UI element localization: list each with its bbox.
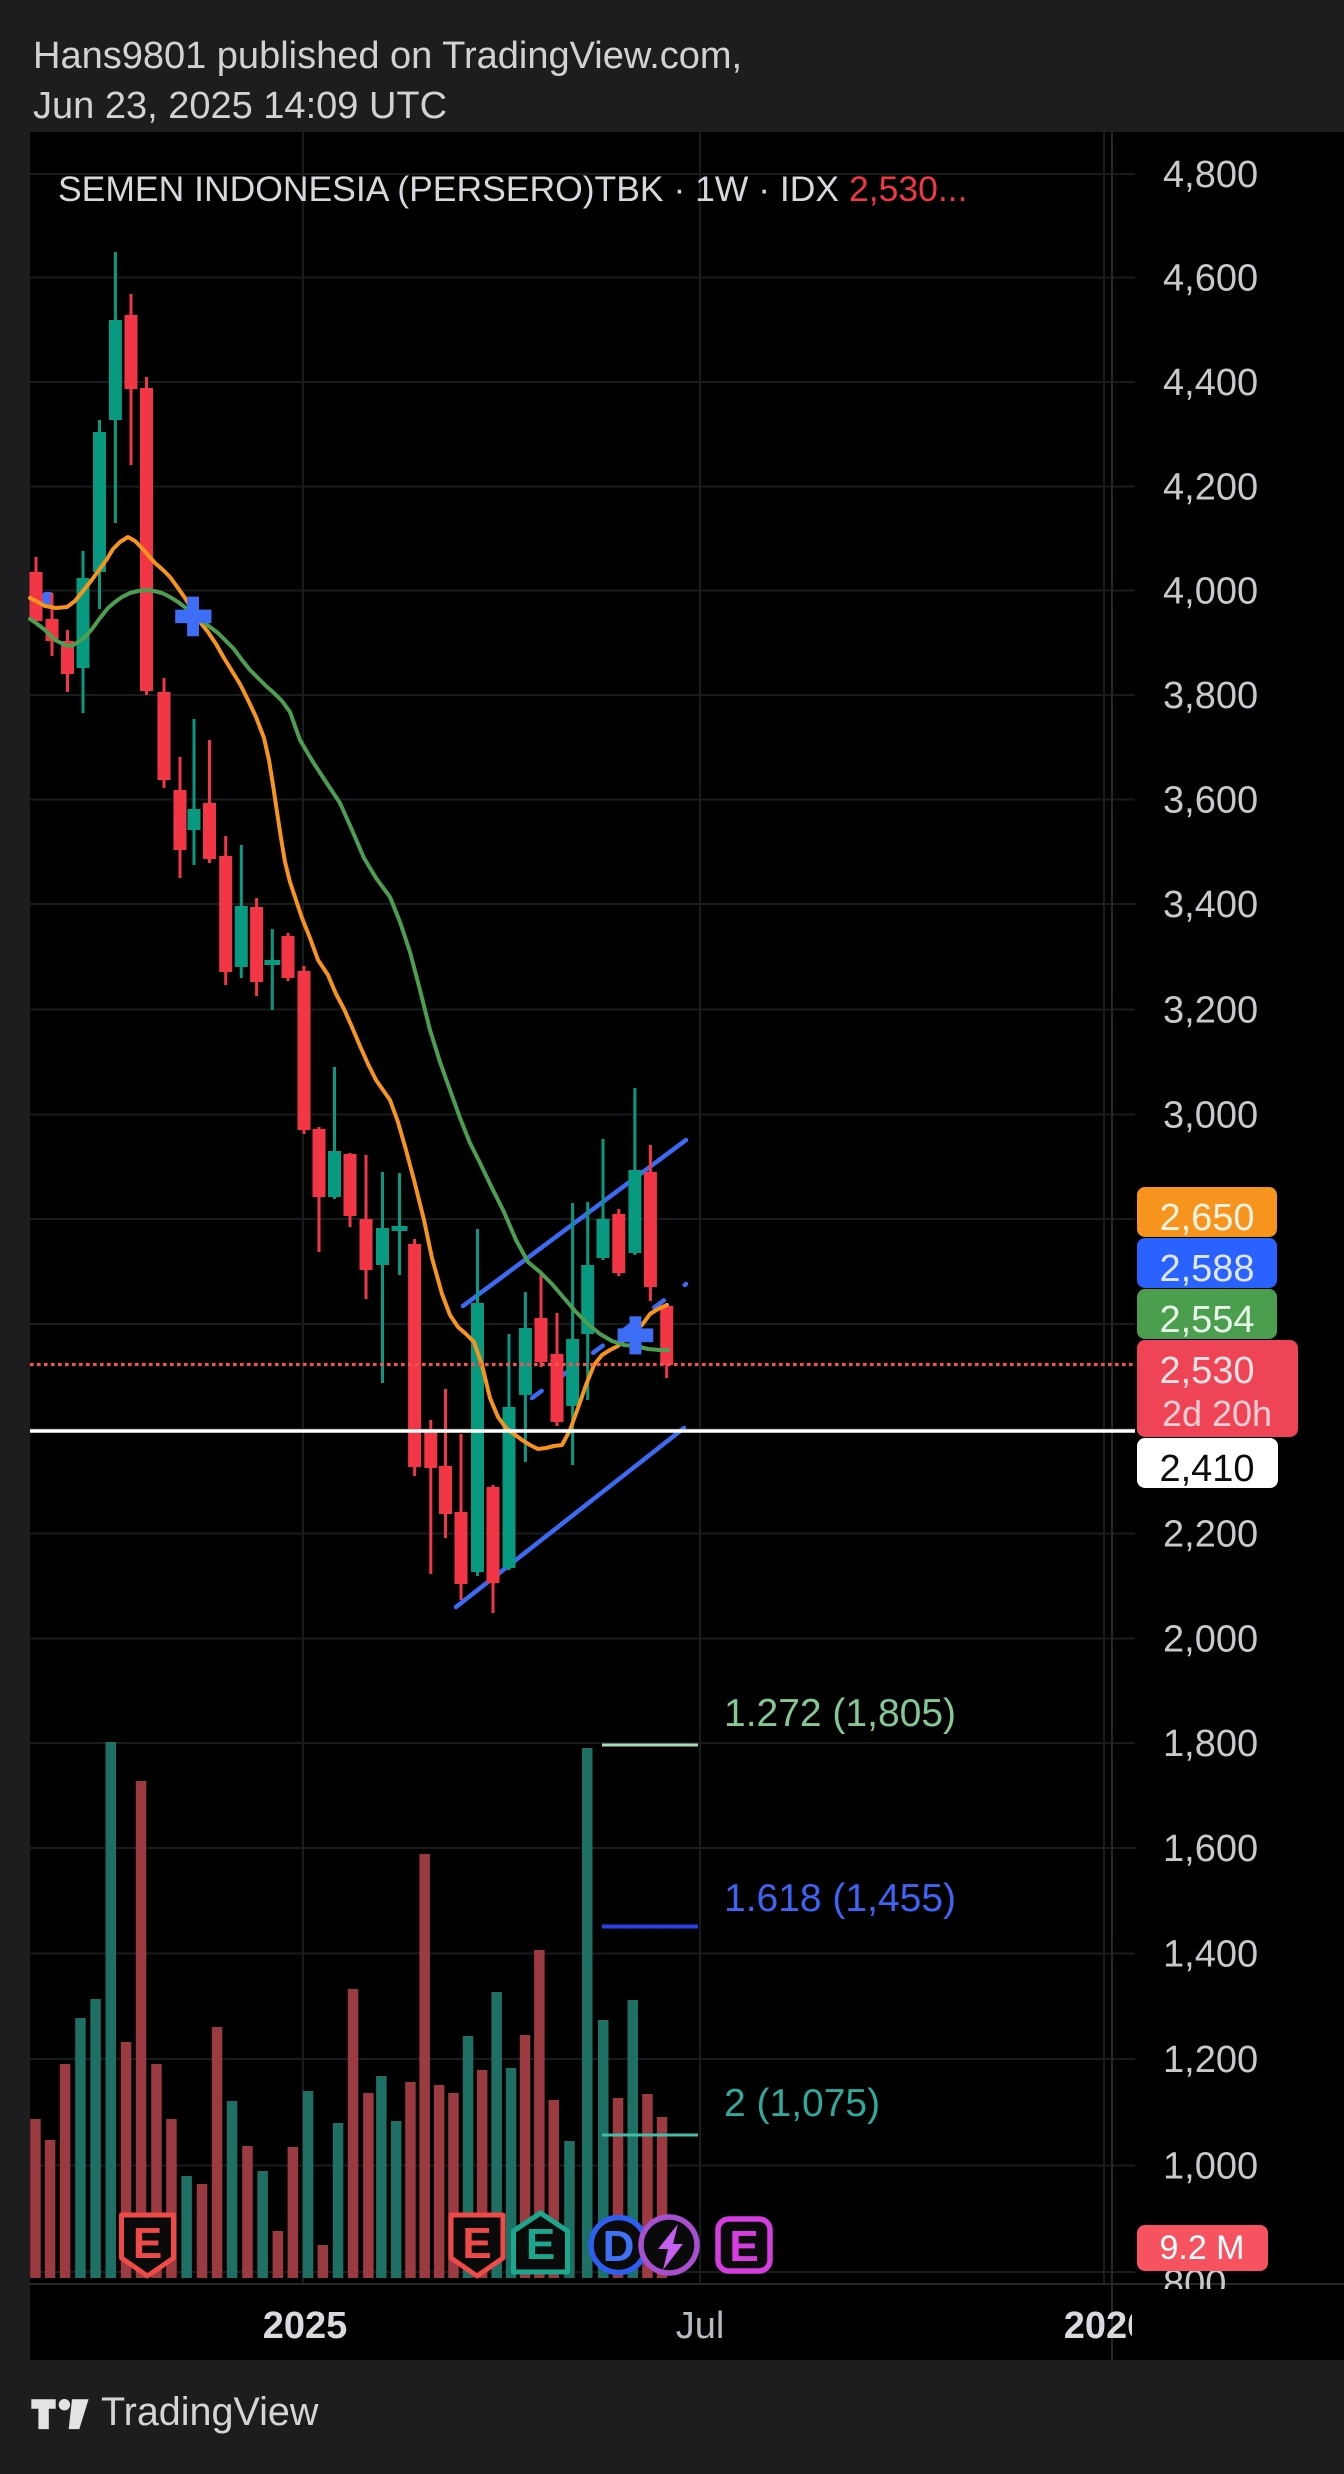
svg-text:1,000: 1,000 [1163, 2146, 1258, 2188]
svg-text:D: D [603, 2222, 635, 2271]
svg-text:2,530: 2,530 [1159, 1350, 1254, 1392]
svg-text:Jul: Jul [676, 2305, 725, 2347]
svg-text:TradingView: TradingView [101, 2390, 319, 2434]
svg-text:1,400: 1,400 [1163, 1934, 1258, 1976]
svg-text:E: E [526, 2220, 555, 2269]
svg-text:3,600: 3,600 [1163, 780, 1258, 822]
svg-text:E: E [133, 2219, 162, 2268]
svg-text:4,400: 4,400 [1163, 362, 1258, 404]
svg-text:3,400: 3,400 [1163, 884, 1258, 926]
svg-text:2 (1,075): 2 (1,075) [724, 2082, 880, 2125]
svg-text:3,000: 3,000 [1163, 1095, 1258, 1137]
svg-text:E: E [462, 2219, 491, 2268]
svg-text:2,554: 2,554 [1159, 1299, 1254, 1341]
svg-text:2,530...: 2,530... [849, 169, 967, 209]
svg-text:E: E [729, 2222, 758, 2271]
svg-text:1,200: 1,200 [1163, 2039, 1258, 2081]
svg-text:2,000: 2,000 [1163, 1619, 1258, 1661]
svg-text:Jun 23, 2025 14:09 UTC: Jun 23, 2025 14:09 UTC [33, 85, 447, 127]
svg-text:1.272 (1,805): 1.272 (1,805) [724, 1692, 956, 1735]
svg-text:2,650: 2,650 [1159, 1197, 1254, 1239]
svg-text:3,200: 3,200 [1163, 990, 1258, 1032]
svg-text:4,000: 4,000 [1163, 571, 1258, 613]
svg-text:3,800: 3,800 [1163, 675, 1258, 717]
svg-text:9.2 M: 9.2 M [1159, 2229, 1244, 2267]
svg-text:4,200: 4,200 [1163, 467, 1258, 509]
svg-text:1.618 (1,455): 1.618 (1,455) [724, 1877, 956, 1920]
svg-text:1,800: 1,800 [1163, 1723, 1258, 1765]
svg-text:4,800: 4,800 [1163, 154, 1258, 196]
svg-text:2025: 2025 [263, 2305, 348, 2347]
svg-text:Hans9801 published on TradingV: Hans9801 published on TradingView.com, [33, 35, 742, 77]
svg-text:1,600: 1,600 [1163, 1828, 1258, 1870]
svg-text:2,410: 2,410 [1159, 1448, 1254, 1490]
svg-text:2,200: 2,200 [1163, 1514, 1258, 1556]
svg-text:2d 20h: 2d 20h [1162, 1393, 1272, 1434]
svg-text:2,588: 2,588 [1159, 1248, 1254, 1290]
svg-text:4,600: 4,600 [1163, 258, 1258, 300]
svg-text:SEMEN INDONESIA (PERSERO)TBK ·: SEMEN INDONESIA (PERSERO)TBK · 1W · IDX [58, 169, 839, 209]
